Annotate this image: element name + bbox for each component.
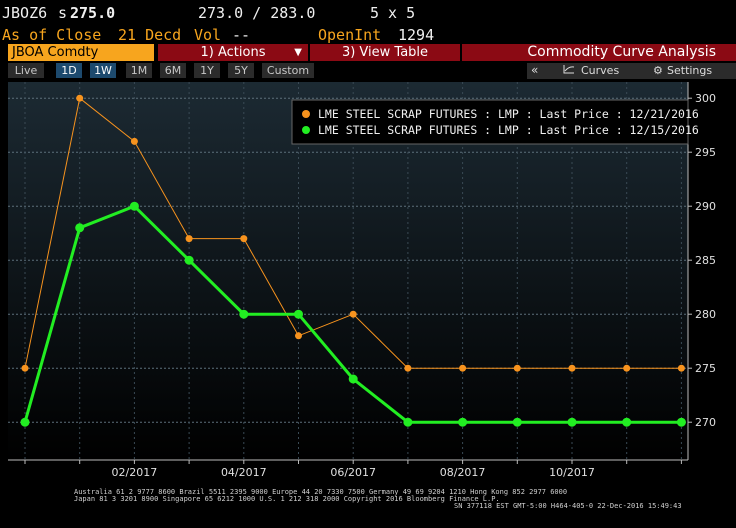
quote-subheader: As of Close 21 Decd Vol -- OpenInt 1294 (0, 26, 736, 44)
data-point (512, 417, 522, 427)
x-tick-label: 10/2017 (549, 466, 595, 479)
data-point (239, 309, 249, 319)
x-tick-label: 02/2017 (112, 466, 158, 479)
tab-1y[interactable]: 1Y (194, 63, 220, 78)
as-of-date: 21 Decd (118, 26, 182, 44)
data-point (21, 364, 29, 372)
footer-session: SN 377118 EST GMT-5:00 H464-405-0 22-Dec… (454, 502, 682, 510)
data-point (513, 364, 521, 372)
data-point (294, 309, 303, 319)
y-tick-label: 290 (695, 200, 716, 213)
tab-6m[interactable]: 6M (160, 63, 186, 78)
data-point (403, 417, 413, 427)
data-point (567, 417, 577, 427)
data-point (622, 417, 632, 427)
tab-custom[interactable]: Custom (262, 63, 314, 78)
y-tick-label: 270 (695, 416, 716, 429)
view-table-button[interactable]: 3) View Table (310, 44, 460, 61)
data-point (75, 223, 85, 233)
legend-marker (302, 110, 310, 118)
y-tick-label: 300 (695, 92, 716, 105)
tab-live[interactable]: Live (8, 63, 44, 78)
openint-label: OpenInt (318, 26, 382, 44)
footer-contacts-2: Japan 81 3 3201 8900 Singapore 65 6212 1… (74, 495, 500, 503)
data-point (184, 255, 194, 265)
legend-label: LME STEEL SCRAP FUTURES : LMP : Last Pri… (318, 107, 699, 121)
bid-ask: 273.0 / 283.0 (198, 4, 316, 22)
as-of-label: As of Close (2, 26, 102, 44)
vol-label: Vol (194, 26, 222, 44)
data-point (348, 374, 358, 384)
x-tick-label: 08/2017 (440, 466, 486, 479)
legend-box (291, 99, 689, 145)
plot-area (8, 82, 688, 460)
price-prefix: s (58, 4, 68, 22)
quote-header: JBOZ6 s 275.0 273.0 / 283.0 5 x 5 (0, 0, 736, 26)
settings-button[interactable]: Settings (667, 64, 713, 77)
ticker: JBOZ6 (2, 4, 48, 22)
y-tick-label: 280 (695, 308, 716, 321)
footer: Australia 61 2 9777 8600 Brazil 5511 239… (0, 486, 736, 528)
data-point (240, 235, 248, 243)
chart-svg: 270 275 280 285 290 295 300 02/2017 04/2017 06/20… (8, 82, 716, 479)
vol-value: -- (232, 26, 251, 44)
data-point (76, 94, 84, 102)
data-point (295, 332, 302, 340)
data-point (568, 364, 576, 372)
data-point (20, 417, 30, 427)
footer-contacts-1: Australia 61 2 9777 8600 Brazil 5511 239… (74, 488, 568, 496)
actions-menu-button[interactable]: 1) Actions ▼ (158, 44, 308, 61)
chevron-down-icon: ▼ (294, 47, 302, 58)
data-point (676, 417, 686, 427)
chart-tools: « Curves ⚙ Settings (527, 63, 736, 79)
data-point (129, 201, 139, 211)
tab-1m[interactable]: 1M (126, 63, 152, 78)
data-point (623, 364, 631, 372)
view-table-label: 3) View Table (341, 45, 429, 60)
y-tick-label: 285 (695, 254, 716, 267)
legend: LME STEEL SCRAP FUTURES : LMP : Last Pri… (291, 99, 699, 145)
legend-marker (302, 126, 310, 134)
bid-ask-size: 5 x 5 (370, 4, 416, 22)
tab-5y[interactable]: 5Y (228, 63, 254, 78)
actions-label: 1) Actions (200, 45, 266, 60)
function-title: Commodity Curve Analysis (462, 44, 736, 61)
data-point (185, 235, 193, 243)
y-tick-label: 295 (695, 146, 716, 159)
data-point (404, 364, 412, 372)
gear-icon: ⚙ (653, 64, 663, 77)
security-field[interactable]: JBOA Comdty (8, 44, 154, 61)
data-point (349, 310, 357, 318)
legend-label: LME STEEL SCRAP FUTURES : LMP : Last Pri… (318, 123, 699, 137)
data-point (130, 137, 138, 145)
openint-value: 1294 (398, 26, 435, 44)
curves-icon (563, 64, 575, 77)
data-point (458, 417, 468, 427)
tab-1d[interactable]: 1D (56, 63, 82, 78)
x-tick-label: 06/2017 (330, 466, 376, 479)
collapse-button[interactable]: « (531, 63, 539, 77)
curves-button[interactable]: Curves (581, 64, 620, 77)
data-point (459, 364, 467, 372)
data-point (677, 364, 685, 372)
y-tick-label: 275 (695, 362, 716, 375)
x-tick-label: 04/2017 (221, 466, 267, 479)
last-price: 275.0 (70, 4, 116, 22)
curve-chart: 270 275 280 285 290 295 300 02/2017 04/2017 06/20… (0, 80, 736, 528)
tab-1w[interactable]: 1W (90, 63, 116, 78)
